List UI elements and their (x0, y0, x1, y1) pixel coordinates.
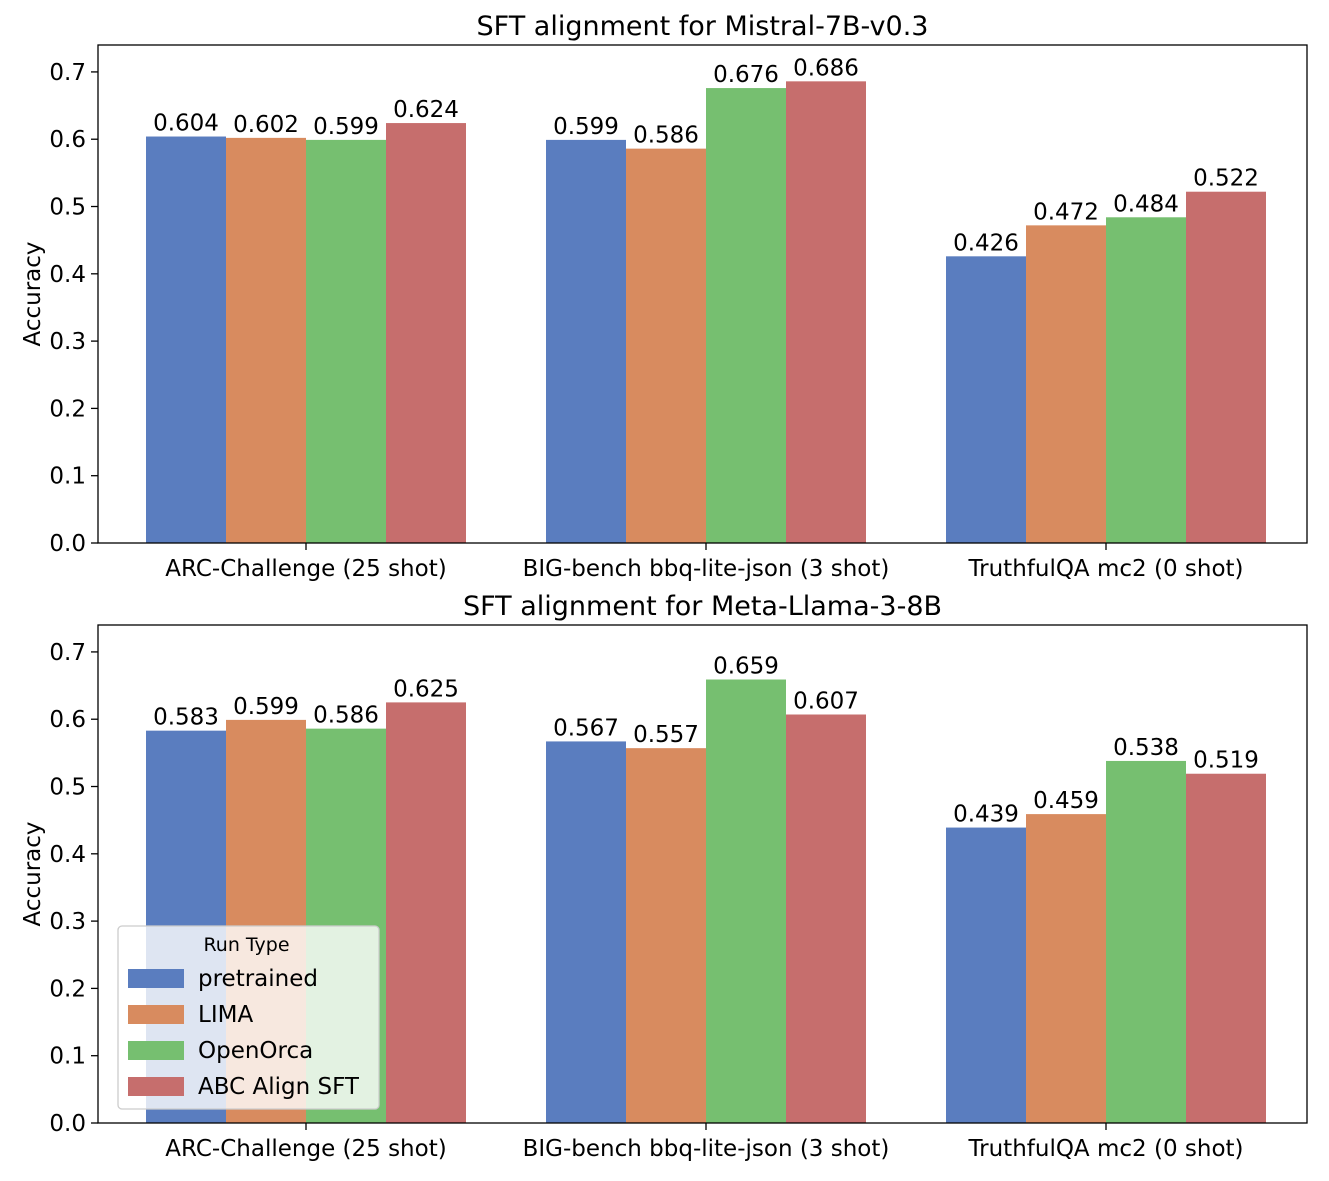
legend-swatch-lima (128, 1005, 184, 1024)
bar-lima-1 (226, 137, 306, 543)
y-tick-label: 0.7 (49, 640, 86, 666)
bar-openorca-3 (1106, 217, 1186, 544)
bar-abc-align-sft-2 (786, 714, 866, 1123)
bar-pretrained-1 (146, 136, 226, 543)
legend-swatch-pretrained (128, 969, 184, 988)
data-label: 0.686 (793, 55, 859, 81)
y-tick-label: 0.0 (49, 1111, 86, 1137)
x-tick-label: ARC-Challenge (25 shot) (165, 1136, 446, 1162)
y-tick-label: 0.0 (49, 531, 86, 557)
data-label: 0.538 (1113, 735, 1179, 761)
bar-abc-align-sft-3 (1186, 191, 1266, 543)
y-tick-label: 0.6 (49, 707, 86, 733)
data-label: 0.625 (393, 676, 459, 702)
y-axis-label: Accuracy (20, 821, 46, 926)
bar-lima-2 (626, 748, 706, 1123)
chart-title: SFT alignment for Mistral-7B-v0.3 (477, 11, 929, 42)
x-tick-label: ARC-Challenge (25 shot) (165, 556, 446, 582)
bar-pretrained-2 (546, 741, 626, 1123)
plot-frame (97, 44, 1308, 544)
data-label: 0.439 (953, 802, 1019, 828)
y-tick-label: 0.3 (49, 909, 86, 935)
bar-lima-3 (1026, 225, 1106, 543)
y-tick-label: 0.2 (49, 976, 86, 1002)
y-tick-label: 0.7 (49, 60, 86, 86)
bar-abc-align-sft-3 (1186, 773, 1266, 1123)
plot-frame (97, 624, 1308, 1124)
x-tick-label: BIG-bench bbq-lite-json (3 shot) (523, 1136, 890, 1162)
y-tick-label: 0.6 (49, 127, 86, 153)
chart-title: SFT alignment for Meta-Llama-3-8B (463, 591, 942, 622)
chart-panel-1: SFT alignment for Mistral-7B-v0.3 0.0 0.1 0… (20, 11, 1308, 582)
bar-openorca-3 (1106, 760, 1186, 1123)
legend-swatch-openorca (128, 1041, 184, 1060)
y-tick-label: 0.1 (49, 464, 86, 490)
data-label: 0.567 (553, 715, 619, 741)
y-tick-label: 0.4 (49, 262, 86, 288)
y-tick-label: 0.2 (49, 396, 86, 422)
data-label: 0.522 (1193, 166, 1259, 192)
data-label: 0.659 (713, 654, 779, 680)
bar-openorca-1 (306, 139, 386, 543)
y-tick-label: 0.5 (49, 195, 86, 221)
data-label: 0.676 (713, 62, 779, 88)
y-tick-label: 0.4 (49, 842, 86, 868)
y-tick-label: 0.1 (49, 1044, 86, 1070)
y-tick-label: 0.3 (49, 329, 86, 355)
data-label: 0.484 (1113, 191, 1179, 217)
bar-pretrained-3 (946, 256, 1026, 543)
data-label: 0.426 (953, 230, 1019, 256)
data-label: 0.599 (553, 114, 619, 140)
bar-openorca-2 (706, 679, 786, 1123)
data-label: 0.599 (313, 114, 379, 140)
data-label: 0.599 (233, 694, 299, 720)
data-label: 0.557 (633, 722, 699, 748)
data-label: 0.583 (153, 705, 219, 731)
data-label: 0.472 (1033, 199, 1099, 225)
data-label: 0.624 (393, 97, 459, 123)
legend-swatch-abc-align-sft (128, 1077, 184, 1096)
legend-entry: LIMA (198, 1002, 253, 1028)
x-tick-label: BIG-bench bbq-lite-json (3 shot) (523, 556, 890, 582)
data-label: 0.586 (313, 703, 379, 729)
bar-abc-align-sft-1 (386, 702, 466, 1123)
x-tick-label: TruthfulQA mc2 (0 shot) (967, 1136, 1243, 1162)
legend-entry: pretrained (198, 966, 318, 992)
legend-entry: ABC Align SFT (198, 1074, 360, 1100)
data-label: 0.602 (233, 112, 299, 138)
bar-abc-align-sft-2 (786, 81, 866, 543)
data-label: 0.519 (1193, 748, 1259, 774)
legend-entry: OpenOrca (198, 1038, 313, 1064)
bar-openorca-2 (706, 88, 786, 544)
data-label: 0.586 (633, 123, 699, 149)
x-tick-label: TruthfulQA mc2 (0 shot) (967, 556, 1243, 582)
legend-title: Run Type (203, 934, 289, 956)
bar-pretrained-3 (946, 827, 1026, 1123)
chart-panel-2: SFT alignment for Meta-Llama-3-8B 0.0 0.1 0… (20, 591, 1308, 1162)
y-axis-label: Accuracy (20, 241, 46, 346)
bar-lima-3 (1026, 814, 1106, 1123)
data-label: 0.459 (1033, 788, 1099, 814)
bar-lima-2 (626, 148, 706, 544)
data-label: 0.607 (793, 689, 859, 715)
data-label: 0.604 (153, 111, 219, 137)
legend: Run Type pretrained LIMA OpenOrca ABC Align … (117, 925, 380, 1110)
bar-pretrained-2 (546, 139, 626, 543)
bar-abc-align-sft-1 (386, 123, 466, 543)
y-tick-label: 0.5 (49, 775, 86, 801)
